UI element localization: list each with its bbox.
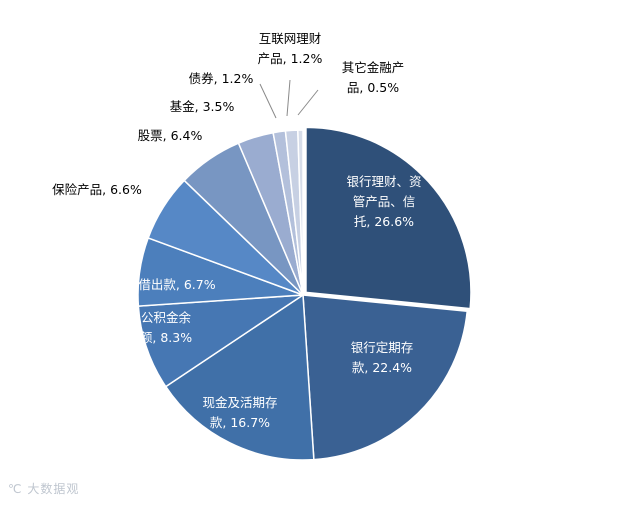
watermark-text: 大数据观 (27, 482, 80, 496)
slice-label-10: 其它金融产品, 0.5% (342, 60, 405, 95)
leader-line-8 (259, 83, 277, 119)
leader-line-10 (297, 89, 319, 116)
slice-label-2: 现金及活期存款, 16.7% (202, 395, 277, 430)
slice-label-1: 银行定期存款, 22.4% (351, 340, 414, 375)
slice-label-3: 公积金余额, 8.3% (140, 310, 192, 345)
leader-line-9 (286, 79, 291, 117)
pie-slice-3 (137, 294, 306, 388)
slice-label-0: 银行理财、资管产品、信托, 26.6% (346, 174, 421, 229)
slice-label-9: 互联网理财产品, 1.2% (258, 31, 323, 66)
pie-slice-1 (302, 294, 469, 461)
pie-slice-10 (297, 129, 304, 296)
slice-label-7: 基金, 3.5% (170, 99, 235, 114)
watermark: ℃ 大数据观 (8, 480, 79, 497)
slice-label-6: 股票, 6.4% (138, 128, 203, 143)
watermark-logo-icon: ℃ (8, 482, 23, 496)
pie-slice-2 (164, 293, 315, 461)
slice-label-5: 保险产品, 6.6% (52, 182, 142, 197)
slice-label-4: 借出款, 6.7% (138, 277, 215, 292)
slice-label-8: 债券, 1.2% (189, 71, 254, 86)
pie-slice-0 (305, 126, 472, 310)
